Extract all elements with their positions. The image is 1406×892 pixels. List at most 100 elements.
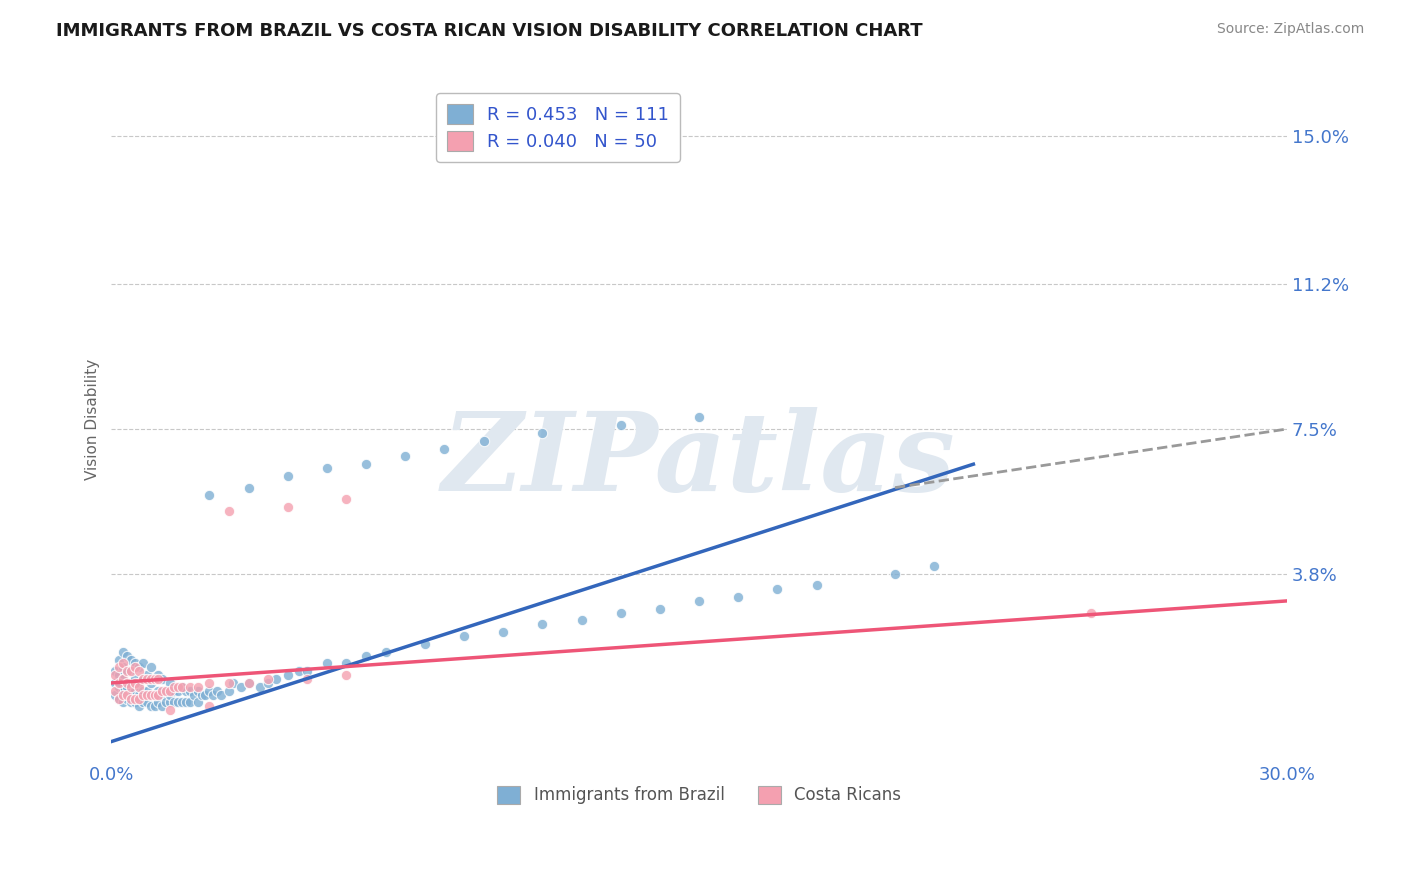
Point	[104, 683, 127, 698]
Point	[167, 680, 190, 694]
Point	[159, 683, 181, 698]
Point	[108, 676, 131, 690]
Point	[163, 696, 186, 710]
Point	[132, 683, 155, 698]
Point	[104, 664, 127, 678]
Point	[128, 699, 150, 714]
Point	[170, 680, 193, 694]
Point	[104, 668, 127, 682]
Point	[112, 672, 135, 686]
Point	[198, 683, 221, 698]
Point	[648, 601, 671, 615]
Point	[120, 652, 142, 666]
Point	[610, 606, 633, 620]
Point	[124, 683, 146, 698]
Point	[394, 450, 416, 464]
Point	[120, 680, 142, 694]
Point	[922, 558, 945, 573]
Point	[132, 688, 155, 702]
Point	[766, 582, 789, 597]
Point	[132, 696, 155, 710]
Point	[238, 481, 260, 495]
Point	[112, 696, 135, 710]
Point	[472, 434, 495, 448]
Point	[198, 488, 221, 502]
Point	[120, 688, 142, 702]
Point	[128, 680, 150, 694]
Point	[139, 688, 162, 702]
Point	[170, 696, 193, 710]
Point	[187, 683, 209, 698]
Point	[198, 699, 221, 714]
Point	[112, 660, 135, 674]
Point	[120, 696, 142, 710]
Point	[150, 688, 173, 702]
Point	[139, 676, 162, 690]
Point	[249, 680, 271, 694]
Point	[135, 683, 157, 698]
Point	[150, 683, 173, 698]
Point	[124, 657, 146, 671]
Point	[257, 672, 280, 686]
Point	[218, 683, 240, 698]
Point	[354, 457, 377, 471]
Point	[124, 696, 146, 710]
Point	[108, 668, 131, 682]
Point	[167, 696, 190, 710]
Point	[264, 672, 287, 686]
Point	[167, 683, 190, 698]
Point	[120, 664, 142, 678]
Point	[433, 442, 456, 456]
Point	[610, 418, 633, 433]
Point	[205, 683, 228, 698]
Point	[150, 672, 173, 686]
Point	[222, 676, 245, 690]
Point	[335, 492, 357, 507]
Point	[159, 688, 181, 702]
Point	[132, 672, 155, 686]
Point	[143, 688, 166, 702]
Point	[202, 688, 225, 702]
Point	[238, 676, 260, 690]
Point	[124, 691, 146, 706]
Point	[115, 691, 138, 706]
Y-axis label: Vision Disability: Vision Disability	[86, 359, 100, 480]
Point	[112, 672, 135, 686]
Text: IMMIGRANTS FROM BRAZIL VS COSTA RICAN VISION DISABILITY CORRELATION CHART: IMMIGRANTS FROM BRAZIL VS COSTA RICAN VI…	[56, 22, 922, 40]
Point	[170, 680, 193, 694]
Point	[688, 410, 710, 425]
Point	[135, 688, 157, 702]
Point	[112, 688, 135, 702]
Point	[354, 648, 377, 663]
Point	[297, 672, 319, 686]
Point	[229, 680, 252, 694]
Point	[128, 688, 150, 702]
Point	[128, 660, 150, 674]
Point	[316, 461, 339, 475]
Point	[124, 660, 146, 674]
Point	[155, 696, 177, 710]
Point	[727, 590, 749, 604]
Point	[218, 676, 240, 690]
Point	[179, 696, 201, 710]
Point	[104, 688, 127, 702]
Point	[108, 680, 131, 694]
Point	[148, 668, 170, 682]
Point	[179, 680, 201, 694]
Point	[135, 672, 157, 686]
Legend: Immigrants from Brazil, Costa Ricans: Immigrants from Brazil, Costa Ricans	[486, 776, 911, 814]
Point	[688, 594, 710, 608]
Point	[112, 683, 135, 698]
Point	[288, 664, 311, 678]
Point	[108, 691, 131, 706]
Point	[143, 699, 166, 714]
Point	[148, 672, 170, 686]
Text: Source: ZipAtlas.com: Source: ZipAtlas.com	[1216, 22, 1364, 37]
Point	[187, 696, 209, 710]
Point	[120, 664, 142, 678]
Point	[115, 688, 138, 702]
Point	[806, 578, 828, 592]
Point	[155, 683, 177, 698]
Point	[159, 676, 181, 690]
Point	[115, 648, 138, 663]
